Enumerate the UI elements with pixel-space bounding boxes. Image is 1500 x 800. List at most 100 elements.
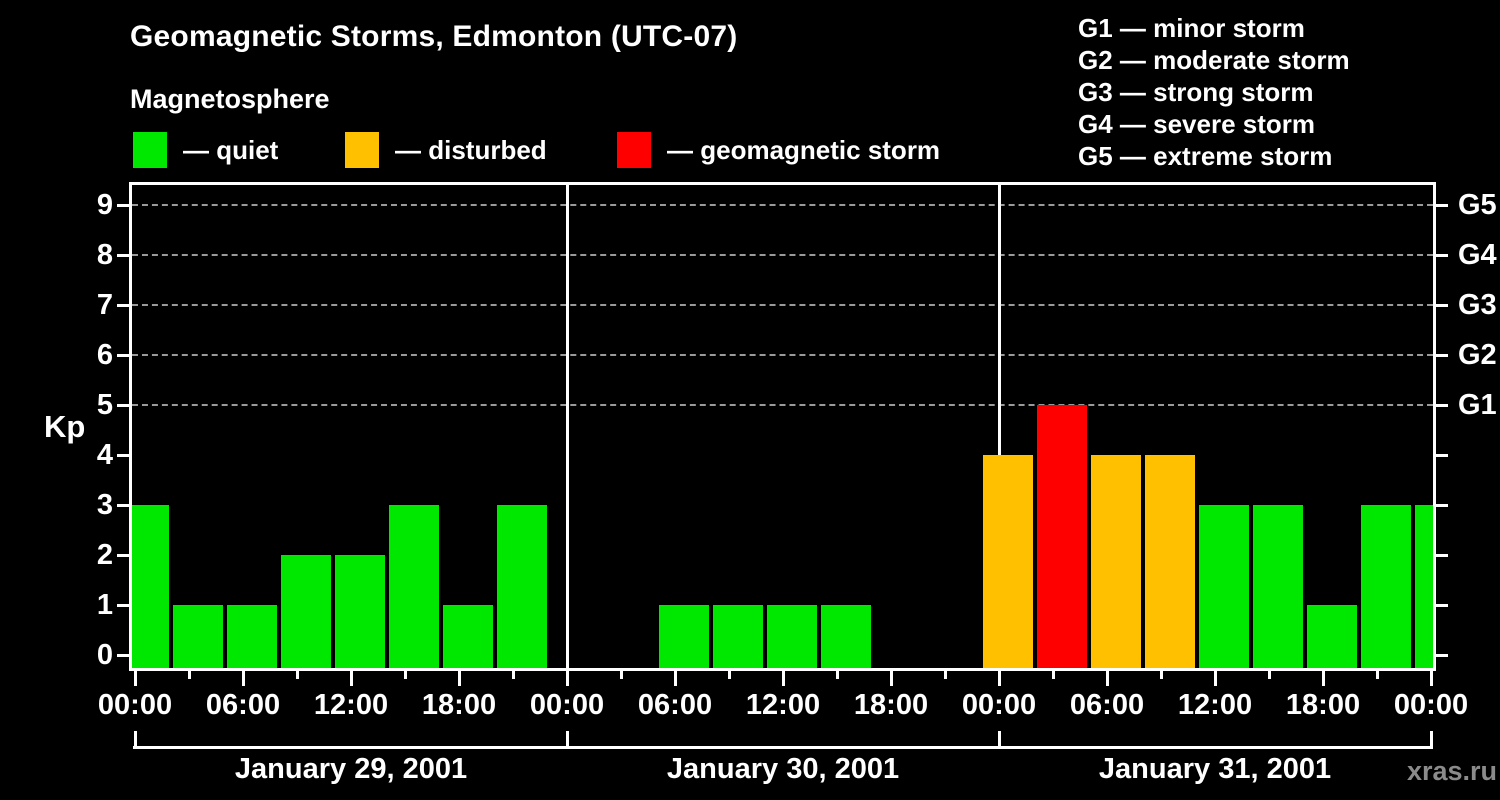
x-axis-tick-major [889,671,893,686]
time-label: 18:00 [421,689,497,721]
x-axis-tick-major [781,671,785,686]
x-axis-tick-major [1429,671,1433,686]
date-axis-tick [1429,731,1433,749]
x-axis-tick-minor [1375,671,1379,679]
x-axis-tick-minor [1159,671,1163,679]
gridline-kp8 [132,254,1433,256]
y-axis-tick-left [117,253,129,257]
x-axis-tick-major [349,671,353,686]
y-axis-value: 2 [96,539,113,571]
legend-item-quiet: — quiet [133,131,278,169]
y-axis-value: 6 [96,339,113,371]
y-axis-tick-left [117,203,129,207]
y-axis-value: 3 [96,489,113,521]
right-axis-label-g2: G2 [1458,339,1497,371]
legend-label-storm: — geomagnetic storm [667,134,941,165]
time-label: 18:00 [853,689,929,721]
x-axis-tick-major [1321,671,1325,686]
y-axis-tick-left [117,603,129,607]
plot-area [129,182,1436,671]
y-axis-tick-right [1436,653,1448,657]
kp-bar [443,605,494,668]
kp-bar [1199,505,1250,668]
y-axis-tick-right [1436,203,1448,207]
time-label: 18:00 [1285,689,1361,721]
kp-bar [1361,505,1412,668]
disturbed-swatch-icon [345,132,379,168]
y-axis-label: Kp [44,409,86,444]
kp-bar [227,605,278,668]
y-axis-value: 0 [96,639,113,671]
x-axis-tick-minor [1267,671,1271,679]
time-label: 06:00 [205,689,281,721]
time-label: 12:00 [313,689,389,721]
storm-scale-line-g5: G5 — extreme storm [1078,141,1333,171]
kp-bar [1091,455,1142,668]
y-axis-tick-left [117,403,129,407]
x-axis-tick-major [241,671,245,686]
x-axis-tick-minor [943,671,947,679]
date-label: January 30, 2001 [666,753,900,785]
x-axis-tick-major [1213,671,1217,686]
x-axis-tick-minor [187,671,191,679]
y-axis-value: 7 [96,289,113,321]
time-label: 06:00 [1069,689,1145,721]
x-axis-tick-major [1105,671,1109,686]
kp-bar [983,455,1034,668]
x-axis-tick-major [565,671,569,686]
kp-bar [1253,505,1304,668]
x-axis-tick-major [133,671,137,686]
watermark: xras.ru [1406,756,1497,786]
x-axis-tick-major [997,671,1001,686]
right-axis-label-g4: G4 [1458,239,1497,271]
kp-bar [1145,455,1196,668]
storm-scale-line-g2: G2 — moderate storm [1078,45,1350,75]
date-label: January 31, 2001 [1098,753,1332,785]
storm-scale-line-g3: G3 — strong storm [1078,77,1314,107]
y-axis-tick-right [1436,453,1448,457]
y-axis-value: 8 [96,239,113,271]
y-axis-tick-right [1436,353,1448,357]
right-axis-label-g5: G5 [1458,189,1497,221]
quiet-swatch-icon [133,132,167,168]
day-separator [997,185,1001,668]
kp-bar [1037,405,1088,668]
y-axis-tick-left [117,353,129,357]
gridline-kp5 [132,404,1433,406]
y-axis-tick-right [1436,553,1448,557]
x-axis-tick-minor [511,671,515,679]
gridline-kp6 [132,354,1433,356]
kp-bar [497,505,548,668]
x-axis-tick-major [457,671,461,686]
storm-swatch-icon [617,132,651,168]
y-axis-value: 1 [96,589,113,621]
kp-bar [713,605,764,668]
kp-bar [1307,605,1358,668]
time-label: 00:00 [1393,689,1469,721]
date-axis-tick [133,731,137,749]
time-label: 00:00 [529,689,605,721]
x-axis-tick-minor [295,671,299,679]
y-axis-tick-right [1436,603,1448,607]
time-label: 00:00 [97,689,173,721]
y-axis-value: 5 [96,389,113,421]
kp-bar [659,605,710,668]
gridline-kp9 [132,204,1433,206]
time-label: 00:00 [961,689,1037,721]
date-label: January 29, 2001 [234,753,468,785]
gridline-kp7 [132,304,1433,306]
storm-scale-legend: G1 — minor storm G2 — moderate storm G3 — … [1078,12,1350,172]
chart-subtitle: Magnetosphere [130,84,330,114]
page-title: Geomagnetic Storms, Edmonton (UTC-07) [130,20,738,53]
right-axis-label-g3: G3 [1458,289,1497,321]
y-axis-tick-left [117,503,129,507]
date-axis-tick [997,731,1001,749]
x-axis-tick-minor [403,671,407,679]
y-axis-tick-left [117,553,129,557]
x-axis-tick-minor [619,671,623,679]
y-axis-value: 4 [96,439,113,471]
kp-bar [389,505,440,668]
y-axis-value: 9 [96,189,113,221]
kp-bar [1415,505,1433,668]
